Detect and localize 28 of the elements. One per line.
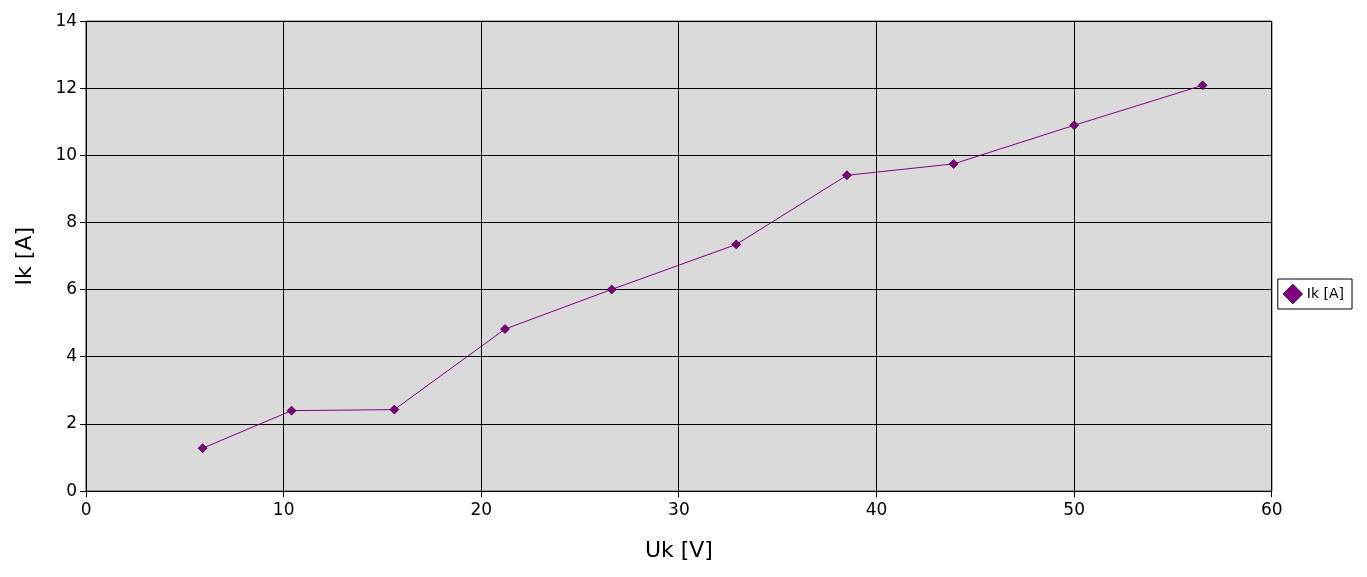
y-tick-label: 14 [55, 9, 78, 30]
y-tick-label: 2 [66, 412, 78, 433]
point [286, 405, 297, 416]
point [731, 239, 742, 250]
x-axis-title: Uk [V] [644, 536, 713, 562]
x-tick-label: 20 [470, 498, 493, 519]
point [500, 324, 510, 334]
x-tick-label: 50 [1063, 498, 1085, 519]
x-tick-label: 60 [1260, 498, 1283, 519]
point [197, 443, 208, 454]
legend-label: Ik [A] [1306, 284, 1344, 301]
x-tick-label: 40 [865, 498, 888, 519]
y-tick-label: 10 [55, 143, 78, 164]
y-tick-label: 0 [66, 479, 78, 500]
y-tick-label: 6 [66, 278, 78, 299]
point [948, 159, 959, 169]
point [606, 284, 617, 295]
y-tick-label: 8 [66, 211, 78, 232]
y-tick-label: 4 [66, 345, 78, 366]
x-tick-label: 10 [272, 498, 295, 519]
point [842, 170, 852, 181]
point [1069, 120, 1079, 131]
point [389, 404, 400, 415]
x-tick-label: 30 [668, 498, 690, 519]
point [1197, 80, 1208, 91]
y-tick-label: 12 [55, 76, 78, 97]
x-tick-label: 0 [80, 498, 92, 519]
y-axis-title: Ik [A] [10, 226, 36, 286]
